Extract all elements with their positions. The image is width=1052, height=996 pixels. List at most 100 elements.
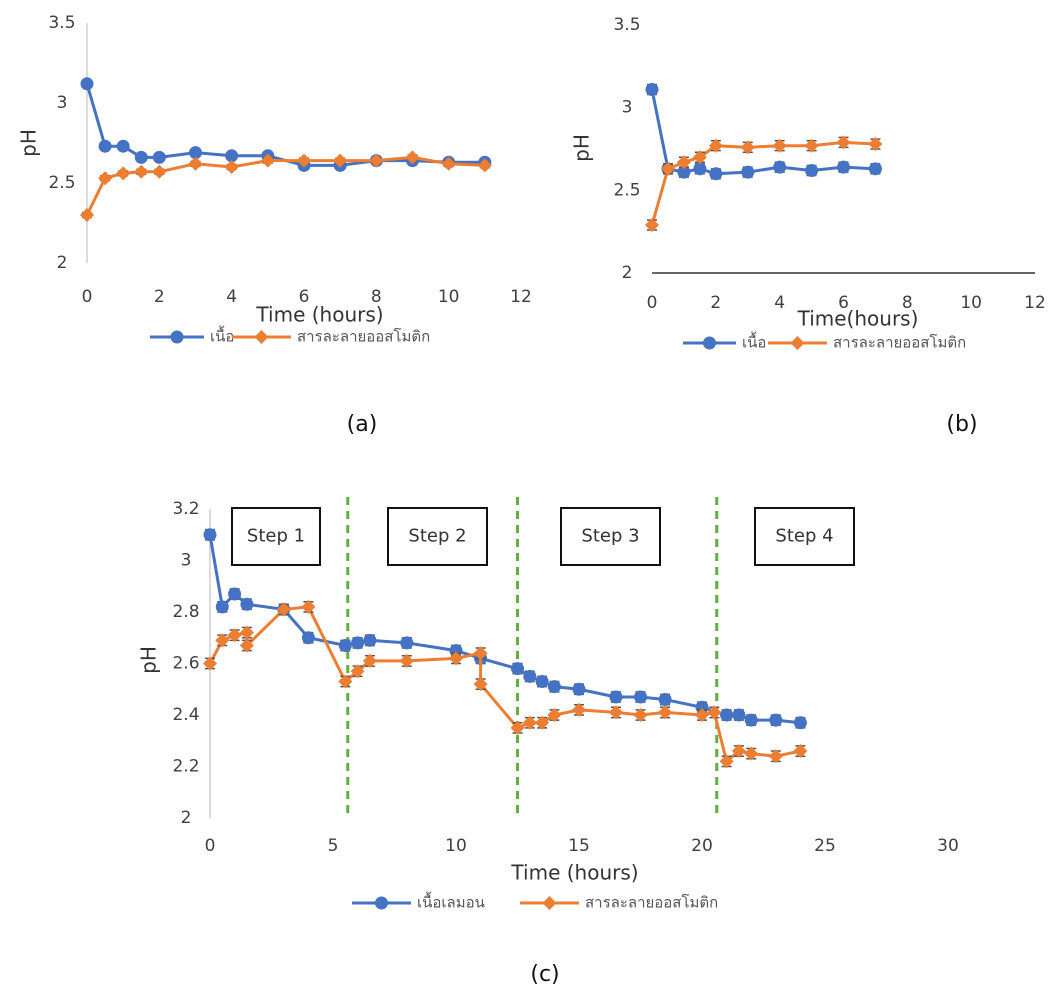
data-point (836, 135, 851, 150)
data-point (609, 690, 623, 704)
legend-marker (703, 336, 716, 350)
y-axis-label: pH (570, 134, 594, 162)
data-point (805, 163, 819, 177)
data-point (709, 167, 723, 181)
data-point (400, 636, 414, 650)
data-point (572, 682, 586, 696)
data-point (535, 675, 549, 689)
data-point (203, 656, 217, 671)
data-point (224, 160, 239, 174)
data-point (152, 164, 167, 179)
data-point (773, 160, 787, 174)
x-tick-label: 0 (205, 836, 216, 856)
x-tick-label: 4 (774, 293, 785, 313)
x-tick-label: 5 (328, 836, 339, 856)
data-point (707, 705, 722, 720)
data-point (98, 171, 113, 186)
x-tick-label: 20 (691, 836, 713, 856)
data-point (134, 164, 149, 179)
legend-label: สารละลายออสโมติก (833, 334, 966, 352)
data-point (510, 720, 525, 735)
data-point (473, 677, 488, 692)
data-point (333, 153, 348, 168)
data-point (677, 165, 691, 179)
caption: (c) (530, 962, 559, 987)
legend-marker (542, 896, 557, 910)
data-point (228, 587, 242, 601)
data-point (215, 633, 230, 648)
data-point (572, 702, 586, 717)
x-tick-label: 2 (154, 287, 165, 307)
data-point (695, 708, 709, 722)
data-point (511, 662, 524, 676)
x-tick-label: 8 (371, 287, 382, 307)
data-point (351, 636, 365, 650)
data-point (363, 633, 377, 647)
y-tick-label: 2 (181, 808, 192, 828)
data-point (793, 716, 807, 730)
x-tick-label: 6 (299, 287, 310, 307)
legend-marker (170, 330, 184, 344)
legend-label: เนื้อ (210, 326, 234, 346)
data-point (240, 597, 254, 611)
data-point (523, 669, 537, 683)
y-tick-label: 3.5 (613, 15, 640, 35)
y-tick-label: 2.6 (172, 654, 199, 674)
data-point (134, 150, 148, 164)
x-tick-label: 8 (902, 293, 913, 313)
data-point (676, 155, 691, 170)
data-point (449, 651, 463, 666)
data-point (239, 638, 254, 653)
data-point (740, 140, 755, 155)
x-tick-label: 30 (937, 836, 959, 856)
series-line (208, 534, 801, 725)
data-point (522, 715, 537, 730)
data-point (693, 162, 707, 176)
data-point (645, 82, 659, 96)
data-point (535, 715, 550, 730)
legend-marker (790, 336, 805, 350)
data-point (744, 746, 759, 761)
data-point (768, 749, 783, 764)
data-point (227, 628, 242, 643)
y-axis-label: pH (17, 129, 41, 157)
data-point (260, 153, 275, 168)
series-line (650, 140, 876, 226)
x-tick-label: 4 (226, 287, 237, 307)
data-point (708, 138, 723, 153)
y-tick-label: 2.8 (172, 602, 199, 622)
y-axis-label: pH (137, 646, 161, 674)
y-tick-label: 3 (57, 93, 68, 113)
data-point (547, 680, 561, 694)
data-point (80, 208, 94, 222)
data-point (116, 166, 131, 181)
step-label: Step 4 (775, 526, 833, 547)
x-tick-label: 12 (510, 287, 532, 307)
data-point (660, 161, 675, 176)
legend-marker (254, 330, 269, 344)
x-tick-label: 0 (647, 293, 658, 313)
data-point (608, 705, 623, 720)
step-box (560, 507, 661, 566)
series-line (85, 83, 485, 167)
legend-marker (375, 896, 388, 910)
data-point (399, 653, 414, 668)
y-tick-label: 2.2 (172, 757, 199, 777)
y-tick-label: 2.5 (613, 180, 640, 200)
step-label: Step 2 (408, 526, 466, 547)
legend-label: เนื้อ (742, 332, 766, 352)
data-point (633, 708, 648, 722)
data-point (477, 158, 492, 173)
x-axis-label: Time (hours) (510, 861, 638, 885)
data-point (868, 137, 883, 152)
data-point (720, 708, 734, 722)
data-point (804, 138, 819, 153)
x-tick-label: 12 (1024, 293, 1046, 313)
step-box (387, 507, 488, 566)
data-point (719, 754, 734, 769)
data-point (645, 218, 659, 233)
x-tick-label: 6 (838, 293, 849, 313)
data-point (731, 744, 746, 759)
data-point (772, 138, 787, 153)
